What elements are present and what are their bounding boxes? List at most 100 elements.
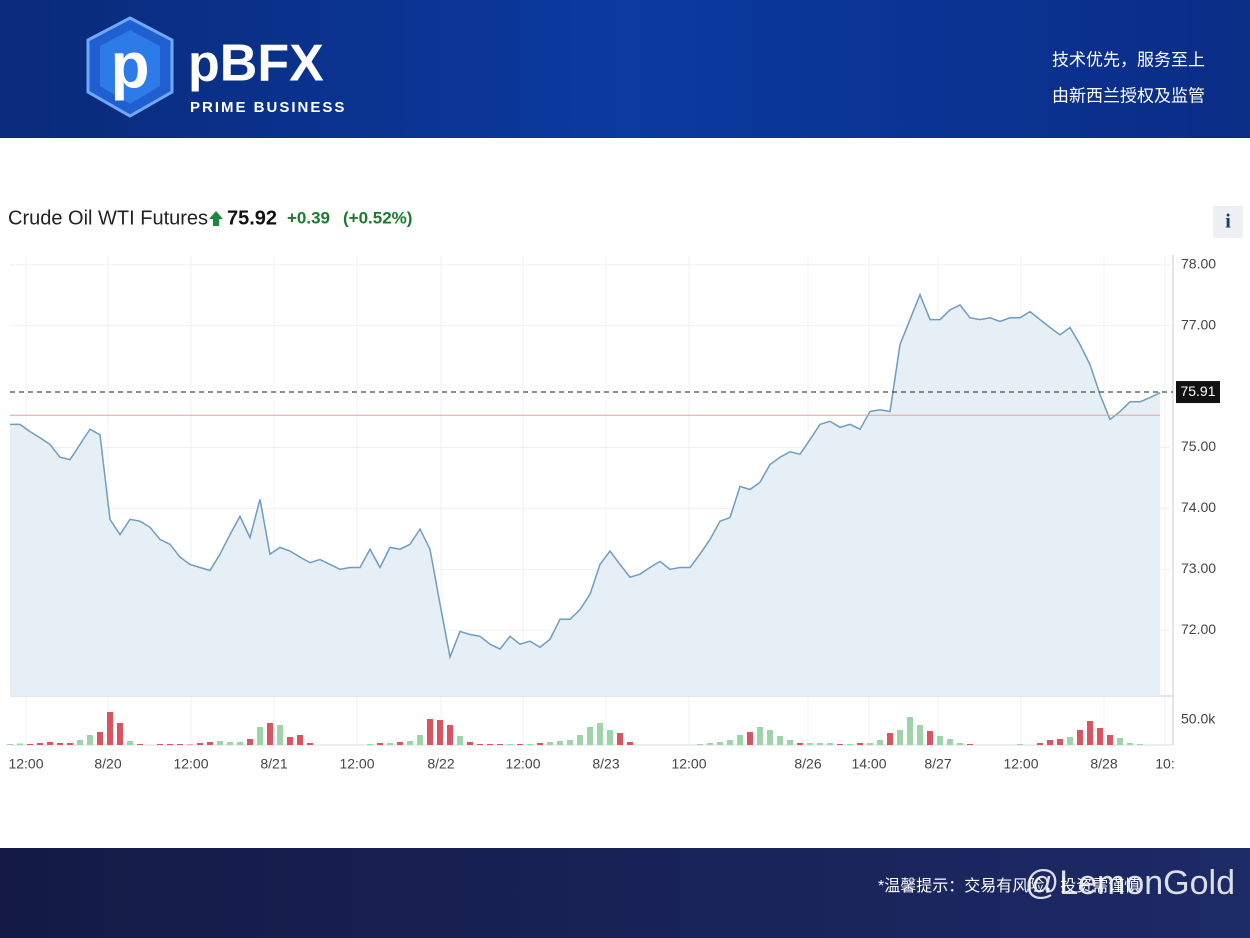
- volume-bar: [457, 736, 463, 745]
- change: +0.39: [287, 208, 330, 227]
- volume-bar: [177, 744, 183, 745]
- volume-bar: [807, 743, 813, 745]
- volume-bar: [1057, 739, 1063, 745]
- volume-bar: [697, 744, 703, 745]
- volume-bar: [867, 743, 873, 745]
- volume-bar: [227, 742, 233, 745]
- slogan: 由新西兰授权及监管: [1052, 86, 1205, 105]
- logo-text: pBFX: [188, 35, 324, 93]
- volume-bar: [507, 744, 513, 745]
- volume-bar: [777, 736, 783, 745]
- volume-bar: [597, 723, 603, 745]
- volume-bar: [1097, 728, 1103, 745]
- volume-bar: [927, 731, 933, 745]
- volume-bar: [397, 742, 403, 745]
- volume-bar: [827, 743, 833, 745]
- y-tick-label: 77.00: [1181, 316, 1216, 332]
- info-icon[interactable]: i: [1225, 211, 1231, 233]
- volume-bar: [577, 735, 583, 745]
- volume-bar: [47, 742, 53, 745]
- x-tick-label: 8/20: [94, 756, 121, 772]
- price-area: [10, 294, 1160, 696]
- volume-bar: [17, 743, 23, 745]
- volume-bar: [57, 743, 63, 745]
- volume-bar: [1067, 737, 1073, 745]
- volume-bar: [517, 744, 523, 745]
- y-tick-label: 74.00: [1181, 499, 1216, 515]
- y-tick-label: 78.00: [1181, 255, 1216, 271]
- volume-bar: [7, 744, 13, 745]
- volume-bar: [407, 741, 413, 745]
- x-tick-label: 8/26: [794, 756, 821, 772]
- volume-bar: [157, 744, 163, 745]
- volume-bar: [437, 720, 443, 745]
- volume-bar: [557, 741, 563, 745]
- volume-bar: [1137, 744, 1143, 745]
- volume-bar: [1017, 744, 1023, 745]
- volume-bar: [607, 730, 613, 745]
- volume-bar: [307, 743, 313, 745]
- volume-bar: [757, 727, 763, 745]
- volume-bar: [787, 740, 793, 745]
- volume-bar: [207, 742, 213, 745]
- volume-bar: [847, 744, 853, 745]
- x-tick-label: 8/22: [427, 756, 454, 772]
- logo-mark: p: [110, 29, 149, 101]
- volume-bar: [37, 743, 43, 745]
- volume-bar: [257, 727, 263, 745]
- volume-bar: [797, 743, 803, 745]
- info-button[interactable]: [1213, 206, 1243, 238]
- volume-bar: [67, 743, 73, 745]
- tagline: PRIME BUSINESS: [190, 99, 346, 116]
- volume-bar: [277, 725, 283, 745]
- watermark: @LemonGold: [1025, 864, 1235, 902]
- volume-bar: [97, 732, 103, 745]
- x-tick-label: 12:00: [1003, 756, 1038, 772]
- volume-bar: [287, 737, 293, 745]
- volume-bar: [1037, 743, 1043, 745]
- x-tick-label: 8/21: [260, 756, 287, 772]
- volume-bar: [1127, 743, 1133, 745]
- volume-bar: [87, 735, 93, 745]
- volume-bar: [247, 739, 253, 745]
- volume-bar: [1107, 735, 1113, 745]
- volume-tick-label: 50.0k: [1181, 711, 1216, 727]
- volume-bar: [417, 735, 423, 745]
- x-tick-label: 14:00: [851, 756, 886, 772]
- y-tick-label: 75.00: [1181, 438, 1216, 454]
- header: [0, 0, 1250, 138]
- x-tick-label: 8/23: [592, 756, 619, 772]
- volume-bar: [567, 740, 573, 745]
- volume-bar: [857, 743, 863, 745]
- up-arrow: [209, 211, 223, 226]
- volume-bar: [167, 744, 173, 745]
- volume-bar: [197, 743, 203, 745]
- x-tick-label: 12:00: [8, 756, 43, 772]
- volume-bar: [1047, 740, 1053, 745]
- volume-bar: [107, 712, 113, 745]
- volume-bar: [747, 732, 753, 745]
- volume-bar: [837, 744, 843, 745]
- volume-bar: [947, 739, 953, 745]
- price-line: [10, 292, 1161, 660]
- volume-bar: [937, 736, 943, 745]
- volume-bar: [727, 740, 733, 745]
- volume-bar: [957, 743, 963, 745]
- volume-bar: [737, 735, 743, 745]
- slogan: 技术优先，服务至上: [1052, 50, 1205, 69]
- volume-bar: [547, 742, 553, 745]
- logo-hex-inner: [100, 30, 160, 104]
- volume-bar: [1077, 730, 1083, 745]
- volume-bar: [527, 744, 533, 745]
- volume-bar: [897, 730, 903, 745]
- volume-bar: [117, 723, 123, 745]
- volume-bar: [477, 744, 483, 745]
- x-tick-label: 12:00: [671, 756, 706, 772]
- x-tick-label: 12:00: [339, 756, 374, 772]
- last-price-label: 75.91: [1180, 383, 1215, 399]
- volume-bar: [497, 744, 503, 745]
- volume-bar: [887, 733, 893, 745]
- volume-bar: [967, 744, 973, 745]
